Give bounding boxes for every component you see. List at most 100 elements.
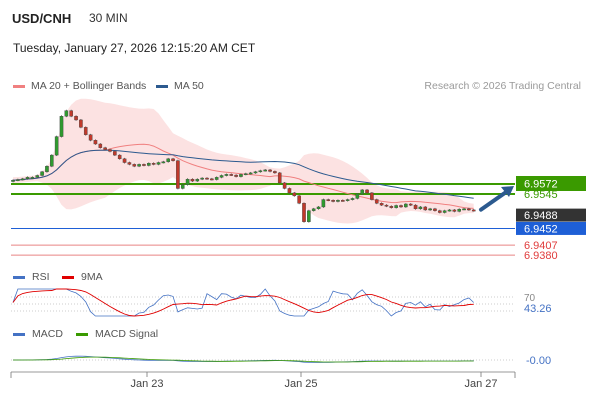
candle bbox=[365, 189, 369, 194]
candle-body bbox=[30, 177, 35, 179]
time-axis-label: Jan 27 bbox=[464, 378, 497, 390]
candle-body bbox=[243, 173, 248, 176]
candle-body bbox=[394, 205, 398, 208]
timeframe-label: 30 MIN bbox=[89, 11, 128, 25]
candle bbox=[413, 204, 418, 210]
macd-signal-line bbox=[13, 356, 474, 363]
candle bbox=[30, 176, 35, 179]
candle bbox=[452, 209, 457, 213]
candle-body bbox=[297, 195, 301, 204]
candle bbox=[331, 199, 335, 203]
candle bbox=[379, 202, 384, 207]
candle-body bbox=[404, 203, 408, 208]
candle bbox=[282, 181, 287, 190]
candle bbox=[408, 203, 413, 207]
credit-text: Research © 2026 Trading Central bbox=[424, 80, 581, 92]
candle bbox=[224, 173, 229, 177]
candle-body bbox=[98, 143, 103, 148]
candle bbox=[83, 126, 88, 136]
candle bbox=[103, 146, 107, 151]
candle bbox=[229, 173, 234, 177]
level-label-6-9572: 6.9572 bbox=[524, 179, 558, 191]
candle bbox=[253, 170, 258, 174]
candle-body bbox=[50, 154, 54, 167]
candle bbox=[190, 178, 195, 182]
rsi-level-label: 70 bbox=[524, 293, 536, 304]
candle-body bbox=[20, 178, 25, 181]
legend-macd-label: MACD bbox=[32, 328, 63, 340]
candle bbox=[248, 171, 253, 175]
candle-body bbox=[365, 189, 369, 194]
candle-body bbox=[93, 140, 98, 145]
candle bbox=[176, 159, 180, 190]
candle bbox=[113, 150, 117, 157]
candle-body bbox=[399, 205, 403, 208]
candle bbox=[370, 191, 374, 201]
candle bbox=[384, 204, 389, 208]
candle-body bbox=[229, 174, 234, 176]
candle-body bbox=[108, 149, 112, 152]
candle-body bbox=[408, 203, 413, 206]
candle-body bbox=[331, 200, 335, 202]
candle-body bbox=[127, 162, 132, 165]
candle bbox=[243, 172, 248, 176]
candle bbox=[234, 174, 238, 178]
candle bbox=[418, 206, 423, 210]
candle bbox=[146, 162, 151, 167]
candle-body bbox=[282, 182, 287, 189]
candle-body bbox=[471, 209, 476, 212]
candle bbox=[341, 199, 345, 202]
macd-panel: -0.00 bbox=[11, 355, 551, 367]
candle-body bbox=[370, 192, 374, 200]
candle bbox=[287, 187, 292, 194]
legend-rsi-9ma-label: 9MA bbox=[81, 271, 103, 283]
candle bbox=[59, 115, 64, 138]
candle bbox=[108, 148, 112, 153]
candle bbox=[54, 135, 59, 157]
candle bbox=[11, 179, 15, 183]
candle bbox=[467, 207, 471, 211]
candle-body bbox=[35, 175, 40, 178]
candle-body bbox=[355, 193, 360, 199]
candle bbox=[428, 207, 432, 211]
candle-body bbox=[423, 206, 428, 211]
macd-swatch bbox=[13, 333, 25, 336]
candle-body bbox=[16, 179, 20, 181]
candle-body bbox=[176, 160, 180, 189]
candle bbox=[263, 169, 268, 172]
candle-body bbox=[379, 203, 384, 206]
candle-body bbox=[103, 147, 107, 150]
time-axis: Jan 23 Jan 25 Jan 27 bbox=[10, 371, 516, 390]
candle-body bbox=[219, 175, 224, 178]
ma50-line bbox=[12, 149, 474, 199]
candle bbox=[171, 157, 175, 162]
candle bbox=[268, 169, 272, 173]
legend-macd-signal-label: MACD Signal bbox=[95, 328, 159, 340]
arrow-head bbox=[501, 186, 514, 197]
level-label-6-9380: 6.9380 bbox=[524, 250, 558, 262]
candle-body bbox=[166, 158, 171, 162]
legend-ma50-label: MA 50 bbox=[174, 80, 204, 92]
candle bbox=[161, 160, 166, 164]
candle bbox=[166, 157, 171, 163]
candle bbox=[180, 183, 185, 190]
candle bbox=[239, 173, 243, 178]
candle bbox=[74, 115, 78, 121]
legend-rsi-label: RSI bbox=[32, 271, 50, 283]
candle-body bbox=[253, 171, 258, 174]
candle bbox=[442, 209, 447, 214]
candle bbox=[142, 163, 146, 167]
rsi-swatch bbox=[13, 276, 25, 279]
candle bbox=[273, 170, 277, 174]
candle bbox=[316, 206, 321, 210]
candle bbox=[25, 176, 30, 180]
candle-body bbox=[277, 172, 282, 184]
candle-body bbox=[210, 178, 214, 181]
candle bbox=[137, 163, 141, 168]
candle-body bbox=[83, 127, 88, 135]
candle bbox=[122, 157, 127, 164]
candle bbox=[307, 209, 311, 223]
